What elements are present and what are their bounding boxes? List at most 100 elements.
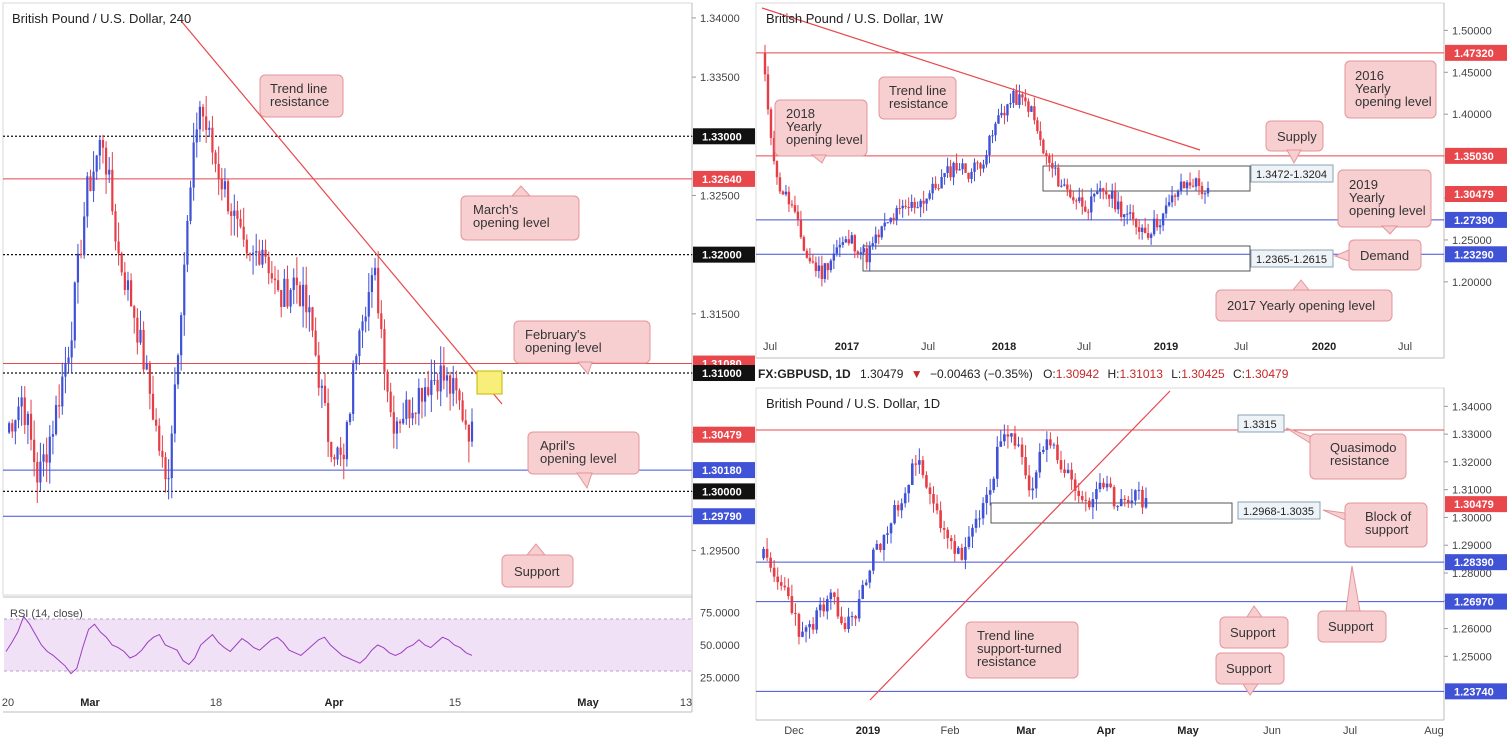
candle-body (386, 371, 389, 392)
daily-callout-support-3: Support (1215, 652, 1285, 696)
candle-body (452, 378, 455, 394)
candle-body (1031, 488, 1034, 491)
price-badge (693, 462, 755, 479)
info-c-label: C: (1233, 367, 1245, 381)
candle-body (952, 162, 955, 178)
candle-body (762, 548, 765, 559)
candle-body (805, 250, 809, 258)
rsi-label: RSI (14, close) (10, 608, 83, 620)
candle-body (901, 205, 904, 209)
x-tick-label: Feb (941, 725, 960, 737)
callout-line: Yearly (1355, 81, 1391, 96)
candle-body (86, 176, 89, 217)
candle-body (1123, 498, 1127, 500)
y-tick-label: 1.25000 (1452, 651, 1492, 663)
candle-body (1134, 218, 1138, 228)
candle-body (1042, 449, 1045, 452)
candle-body (427, 387, 430, 395)
callout-text: April's opening level (540, 438, 617, 466)
candle-body (1167, 202, 1171, 206)
candle-body (1077, 490, 1081, 497)
weekly-zone-label-supply: 1.3472-1.3204 (1250, 164, 1334, 183)
candle-body (994, 123, 997, 136)
x-tick-label: Jun (1263, 725, 1281, 737)
candle-body (838, 244, 842, 248)
candle-body (1073, 479, 1077, 491)
candle-body (442, 365, 445, 381)
candle-body (98, 139, 101, 156)
y-tick-label: 1.20000 (1452, 277, 1492, 289)
candle-body (355, 356, 358, 364)
candle-body (833, 592, 836, 597)
candle-body (1066, 469, 1070, 473)
callout-line: resistance (1330, 453, 1389, 468)
callout-line: 2018 (786, 106, 815, 121)
candle-body (857, 598, 861, 619)
price-badge (693, 365, 755, 382)
candle-body (1003, 434, 1006, 442)
info-o-label: O: (1043, 367, 1056, 381)
candle-body (42, 454, 45, 462)
candle-body (236, 210, 239, 219)
y-tick-label: 1.28000 (1452, 568, 1492, 580)
weekly-supply-zone (1042, 165, 1251, 192)
candle-body (1096, 191, 1099, 194)
callout-text: 2018 Yearly opening level (786, 106, 863, 147)
candle-body (1060, 185, 1063, 187)
info-open: 1.30942 (1056, 367, 1100, 381)
callout-line: Trend line (977, 628, 1034, 643)
candle-body (201, 106, 205, 117)
candle-body (970, 171, 973, 179)
candle-body (36, 462, 39, 483)
y-tick-label: 1.31000 (1452, 485, 1492, 497)
callout-line: opening level (1355, 94, 1432, 109)
h4-callout-april: April's opening level (527, 431, 640, 490)
candle-body (117, 241, 120, 254)
daily-qm-label: 1.3315 (1237, 414, 1285, 433)
callout-line: resistance (889, 96, 948, 111)
candle-body (314, 330, 317, 356)
candle-body (783, 585, 787, 588)
candle-body (900, 503, 903, 511)
candle-body (295, 277, 298, 286)
candle-body (408, 399, 411, 419)
callout-text: 2016 Yearly opening level (1355, 68, 1432, 109)
price-badge-label: 1.30000 (702, 486, 742, 498)
candle-body (1018, 94, 1021, 105)
candle-body (1140, 227, 1144, 232)
candle-body (458, 390, 461, 401)
price-badge-label: 1.32000 (702, 250, 742, 262)
price-badge (1445, 683, 1507, 700)
x-tick-label: May (577, 697, 599, 709)
candle-body (402, 418, 405, 424)
candle-body (142, 329, 145, 370)
x-tick-label: 18 (210, 697, 222, 709)
candle-body (461, 400, 464, 421)
price-badge-label: 1.47320 (1454, 48, 1494, 60)
x-tick-label: May (1177, 725, 1199, 737)
candle-body (1117, 201, 1120, 210)
candle-body (139, 329, 142, 343)
candle-body (826, 263, 830, 271)
x-tick-label: Apr (325, 697, 345, 709)
candle-body (910, 463, 914, 485)
price-badge-label: 1.30479 (1454, 499, 1494, 511)
callout-text: Trend line support-turned resistance (977, 628, 1062, 669)
candle-body (907, 206, 910, 208)
candle-body (327, 402, 330, 442)
candle-body (921, 460, 925, 476)
candle-body (918, 460, 921, 465)
candle-body (778, 177, 782, 192)
callout-line: opening level (525, 340, 602, 355)
callout-line: resistance (977, 654, 1036, 669)
candle-body (995, 446, 999, 479)
candle-body (1087, 211, 1090, 213)
candle-body (1012, 90, 1015, 103)
y-tick-label: 1.33000 (1452, 429, 1492, 441)
candle-body (111, 169, 114, 212)
candle-body (868, 245, 871, 263)
candle-body (801, 631, 804, 637)
candle-body (883, 222, 886, 227)
weekly-callout-2017: 2017 Yearly opening level (1215, 279, 1393, 322)
x-tick-label: Jul (763, 341, 777, 353)
